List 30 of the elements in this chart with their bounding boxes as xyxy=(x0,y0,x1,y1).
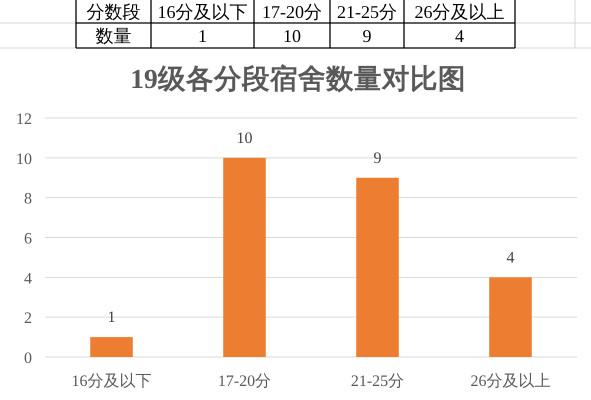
text: 10 xyxy=(283,26,301,46)
category-label: 17-20分 xyxy=(262,2,322,22)
y-tick-label: 12 xyxy=(16,111,32,128)
data-label: 9 xyxy=(374,150,382,167)
x-tick-label: 17-20分 xyxy=(218,373,272,390)
chart-title: 19级各分段宿舍数量对比图 xyxy=(130,63,466,94)
text: 9 xyxy=(362,26,372,46)
x-tick-label: 21-25分 xyxy=(350,373,404,390)
category-label: 26分及以上 xyxy=(414,2,504,22)
text: 数量 xyxy=(96,26,132,46)
x-tick-label: 16分及以下 xyxy=(72,372,152,390)
y-tick-label: 0 xyxy=(24,350,32,367)
y-tick-label: 2 xyxy=(24,310,32,328)
data-label: 1 xyxy=(108,309,116,326)
category-label: 21-25分 xyxy=(337,2,397,22)
bar xyxy=(356,178,399,357)
data-label: 4 xyxy=(506,249,514,266)
bar xyxy=(90,337,133,357)
y-tick-label: 8 xyxy=(24,190,32,208)
data-label: 10 xyxy=(236,130,252,147)
text: 4 xyxy=(455,26,464,46)
text: 分数段 xyxy=(86,2,140,22)
y-tick-label: 6 xyxy=(24,230,32,248)
y-tick-label: 10 xyxy=(16,150,32,168)
text: 1 xyxy=(198,26,207,46)
bar xyxy=(223,158,266,357)
category-label: 16分及以下 xyxy=(158,2,248,22)
bar xyxy=(489,277,532,357)
x-tick-label: 26分及以上 xyxy=(470,372,550,390)
y-tick-label: 4 xyxy=(24,270,32,288)
